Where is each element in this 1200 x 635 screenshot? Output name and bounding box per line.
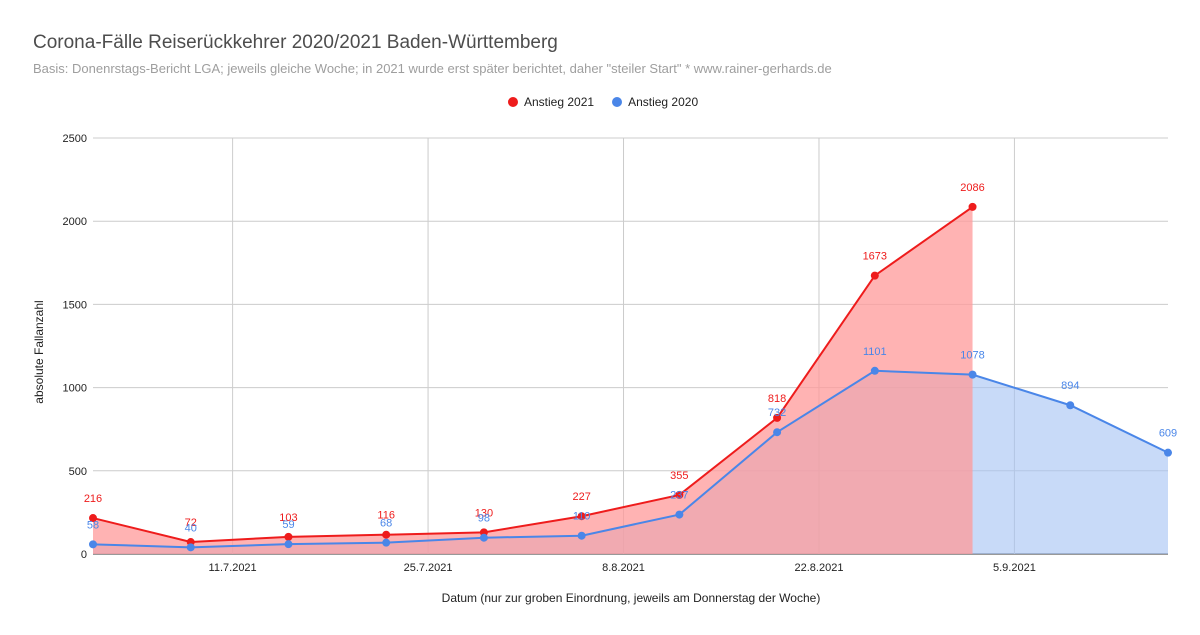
series-areas	[93, 206, 1168, 555]
data-labels: 216 72 103 116 130 227 355 818 1673 2086 58 40 59 68 9…	[84, 182, 1177, 534]
line-2020	[92, 369, 1169, 549]
legend-item-2021[interactable]: Anstieg 2021	[508, 95, 594, 109]
point-2021	[382, 530, 391, 539]
series-lines	[92, 206, 1169, 549]
x-tick-label: 25.7.2021	[404, 562, 453, 574]
legend-label-2020: Anstieg 2020	[628, 95, 699, 109]
point-2020	[773, 428, 782, 437]
y-tick-label: 1000	[63, 383, 87, 395]
data-label-2020: 1078	[960, 350, 984, 362]
data-label-2021: 130	[475, 507, 493, 519]
data-label-2020: 1101	[863, 346, 887, 358]
data-label-2021: 72	[185, 517, 197, 529]
legend-marker-2020	[612, 97, 623, 107]
point-2021	[870, 271, 879, 280]
point-2020	[89, 540, 97, 549]
point-2021	[968, 202, 977, 211]
point-2020	[1164, 448, 1172, 457]
y-tick-label: 2500	[63, 133, 87, 145]
data-label-2021: 227	[572, 491, 590, 503]
legend-label-2021: Anstieg 2021	[524, 95, 595, 109]
point-2020	[577, 531, 586, 540]
chart-title: Corona-Fälle Reiserückkehrer 2020/2021 B…	[33, 32, 558, 53]
data-points	[89, 202, 1172, 552]
data-label-2020: 59	[282, 519, 294, 531]
y-tick-labels: 0 500 1000 1500 2000 2500	[63, 133, 87, 561]
data-label-2021: 216	[84, 493, 102, 505]
line-2021	[92, 206, 974, 544]
point-2020	[870, 366, 879, 375]
area-2021	[93, 206, 973, 555]
x-axis-label: Datum (nur zur groben Einordnung, jeweil…	[441, 591, 821, 605]
data-label-2020: 237	[670, 490, 688, 502]
data-label-2020: 98	[478, 513, 490, 525]
data-label-2021: 1673	[863, 251, 887, 263]
y-tick-label: 0	[81, 549, 87, 561]
point-2021	[577, 512, 586, 521]
x-tick-label: 11.7.2021	[209, 562, 257, 574]
data-label-2020: 894	[1061, 380, 1079, 392]
point-2020	[479, 533, 488, 542]
legend-item-2020[interactable]: Anstieg 2020	[612, 95, 698, 109]
point-2020	[1066, 401, 1075, 410]
data-label-2020: 732	[768, 407, 786, 419]
x-tick-label: 22.8.2021	[795, 562, 844, 574]
data-label-2020: 68	[380, 518, 392, 530]
legend: Anstieg 2021 Anstieg 2020	[508, 95, 716, 109]
data-label-2020: 110	[573, 511, 591, 523]
data-label-2021: 355	[670, 470, 688, 482]
point-2020	[186, 543, 195, 552]
data-label-2021: 103	[279, 512, 297, 524]
chart-subtitle: Basis: Donenrstags-Bericht LGA; jeweils …	[33, 61, 832, 76]
point-2020	[284, 540, 293, 549]
data-label-2020: 58	[87, 519, 99, 531]
data-label-2021: 818	[768, 393, 786, 405]
y-tick-label: 2000	[63, 216, 87, 228]
data-label-2021: 2086	[960, 182, 984, 194]
x-tick-label: 8.8.2021	[602, 562, 645, 574]
point-2021	[675, 490, 684, 499]
data-label-2020: 609	[1159, 428, 1177, 440]
point-2020	[675, 510, 684, 519]
point-2021	[284, 532, 293, 541]
point-2021	[89, 514, 97, 523]
legend-marker-2021	[508, 97, 518, 107]
data-label-2021: 116	[377, 510, 395, 522]
point-2021	[773, 413, 782, 422]
x-tick-labels: 11.7.2021 25.7.2021 8.8.2021 22.8.2021 5.9.2…	[209, 562, 1036, 574]
point-2020	[382, 538, 391, 547]
data-label-2020: 40	[185, 522, 197, 534]
point-2020	[968, 370, 977, 379]
y-tick-label: 500	[69, 466, 87, 478]
y-tick-label: 1500	[63, 299, 87, 311]
x-tick-label: 5.9.2021	[993, 562, 1036, 574]
